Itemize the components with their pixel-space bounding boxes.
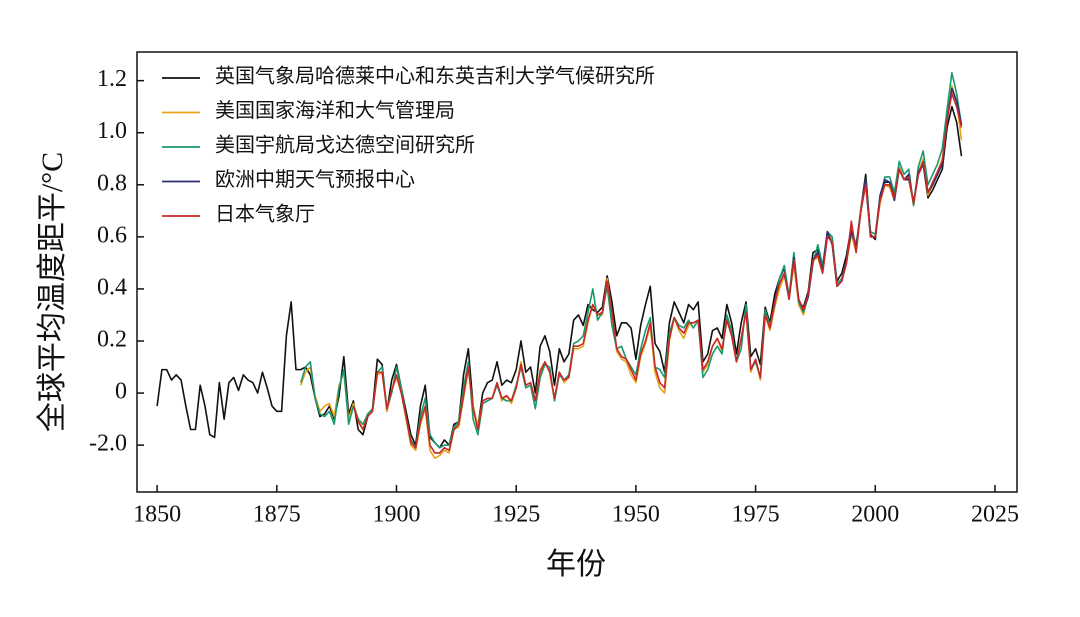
legend-label: 美国国家海洋和大气管理局 bbox=[215, 99, 455, 122]
series-line bbox=[352, 92, 963, 454]
y-tick-label: 0 bbox=[115, 379, 127, 405]
y-tick-label: 1.0 bbox=[97, 118, 127, 144]
y-tick-label: 0.8 bbox=[97, 170, 127, 196]
series-line bbox=[156, 105, 963, 449]
legend-label: 美国宇航局戈达德空间研究所 bbox=[215, 134, 475, 157]
x-tick-label: 1925 bbox=[492, 502, 540, 528]
y-tick-label: -2.0 bbox=[89, 431, 127, 457]
x-tick-label: 1950 bbox=[612, 502, 660, 528]
x-tick-label: 1900 bbox=[372, 502, 420, 528]
x-tick-label: 1875 bbox=[253, 502, 301, 528]
legend-label: 日本气象厅 bbox=[215, 203, 315, 226]
legend-label: 欧洲中期天气预报中心 bbox=[215, 168, 415, 191]
x-tick-label: 1850 bbox=[133, 502, 181, 528]
y-tick-label: 0.6 bbox=[97, 222, 127, 248]
plot-frame bbox=[136, 51, 1018, 493]
legend-label: 英国气象局哈德莱中心和东英吉利大学气候研究所 bbox=[215, 65, 655, 88]
x-tick-label: 2025 bbox=[971, 502, 1019, 528]
y-tick-label: 1.2 bbox=[97, 66, 127, 92]
y-tick-label: 0.2 bbox=[97, 326, 127, 352]
y-axis-title: 全球平均温度距平/°C bbox=[36, 152, 69, 432]
y-tick-label: 0.4 bbox=[97, 274, 127, 300]
x-axis-title: 年份 bbox=[546, 548, 606, 581]
series-line bbox=[773, 87, 963, 311]
x-tick-label: 1975 bbox=[732, 502, 780, 528]
x-tick-label: 2000 bbox=[851, 502, 899, 528]
series-line bbox=[299, 72, 963, 449]
